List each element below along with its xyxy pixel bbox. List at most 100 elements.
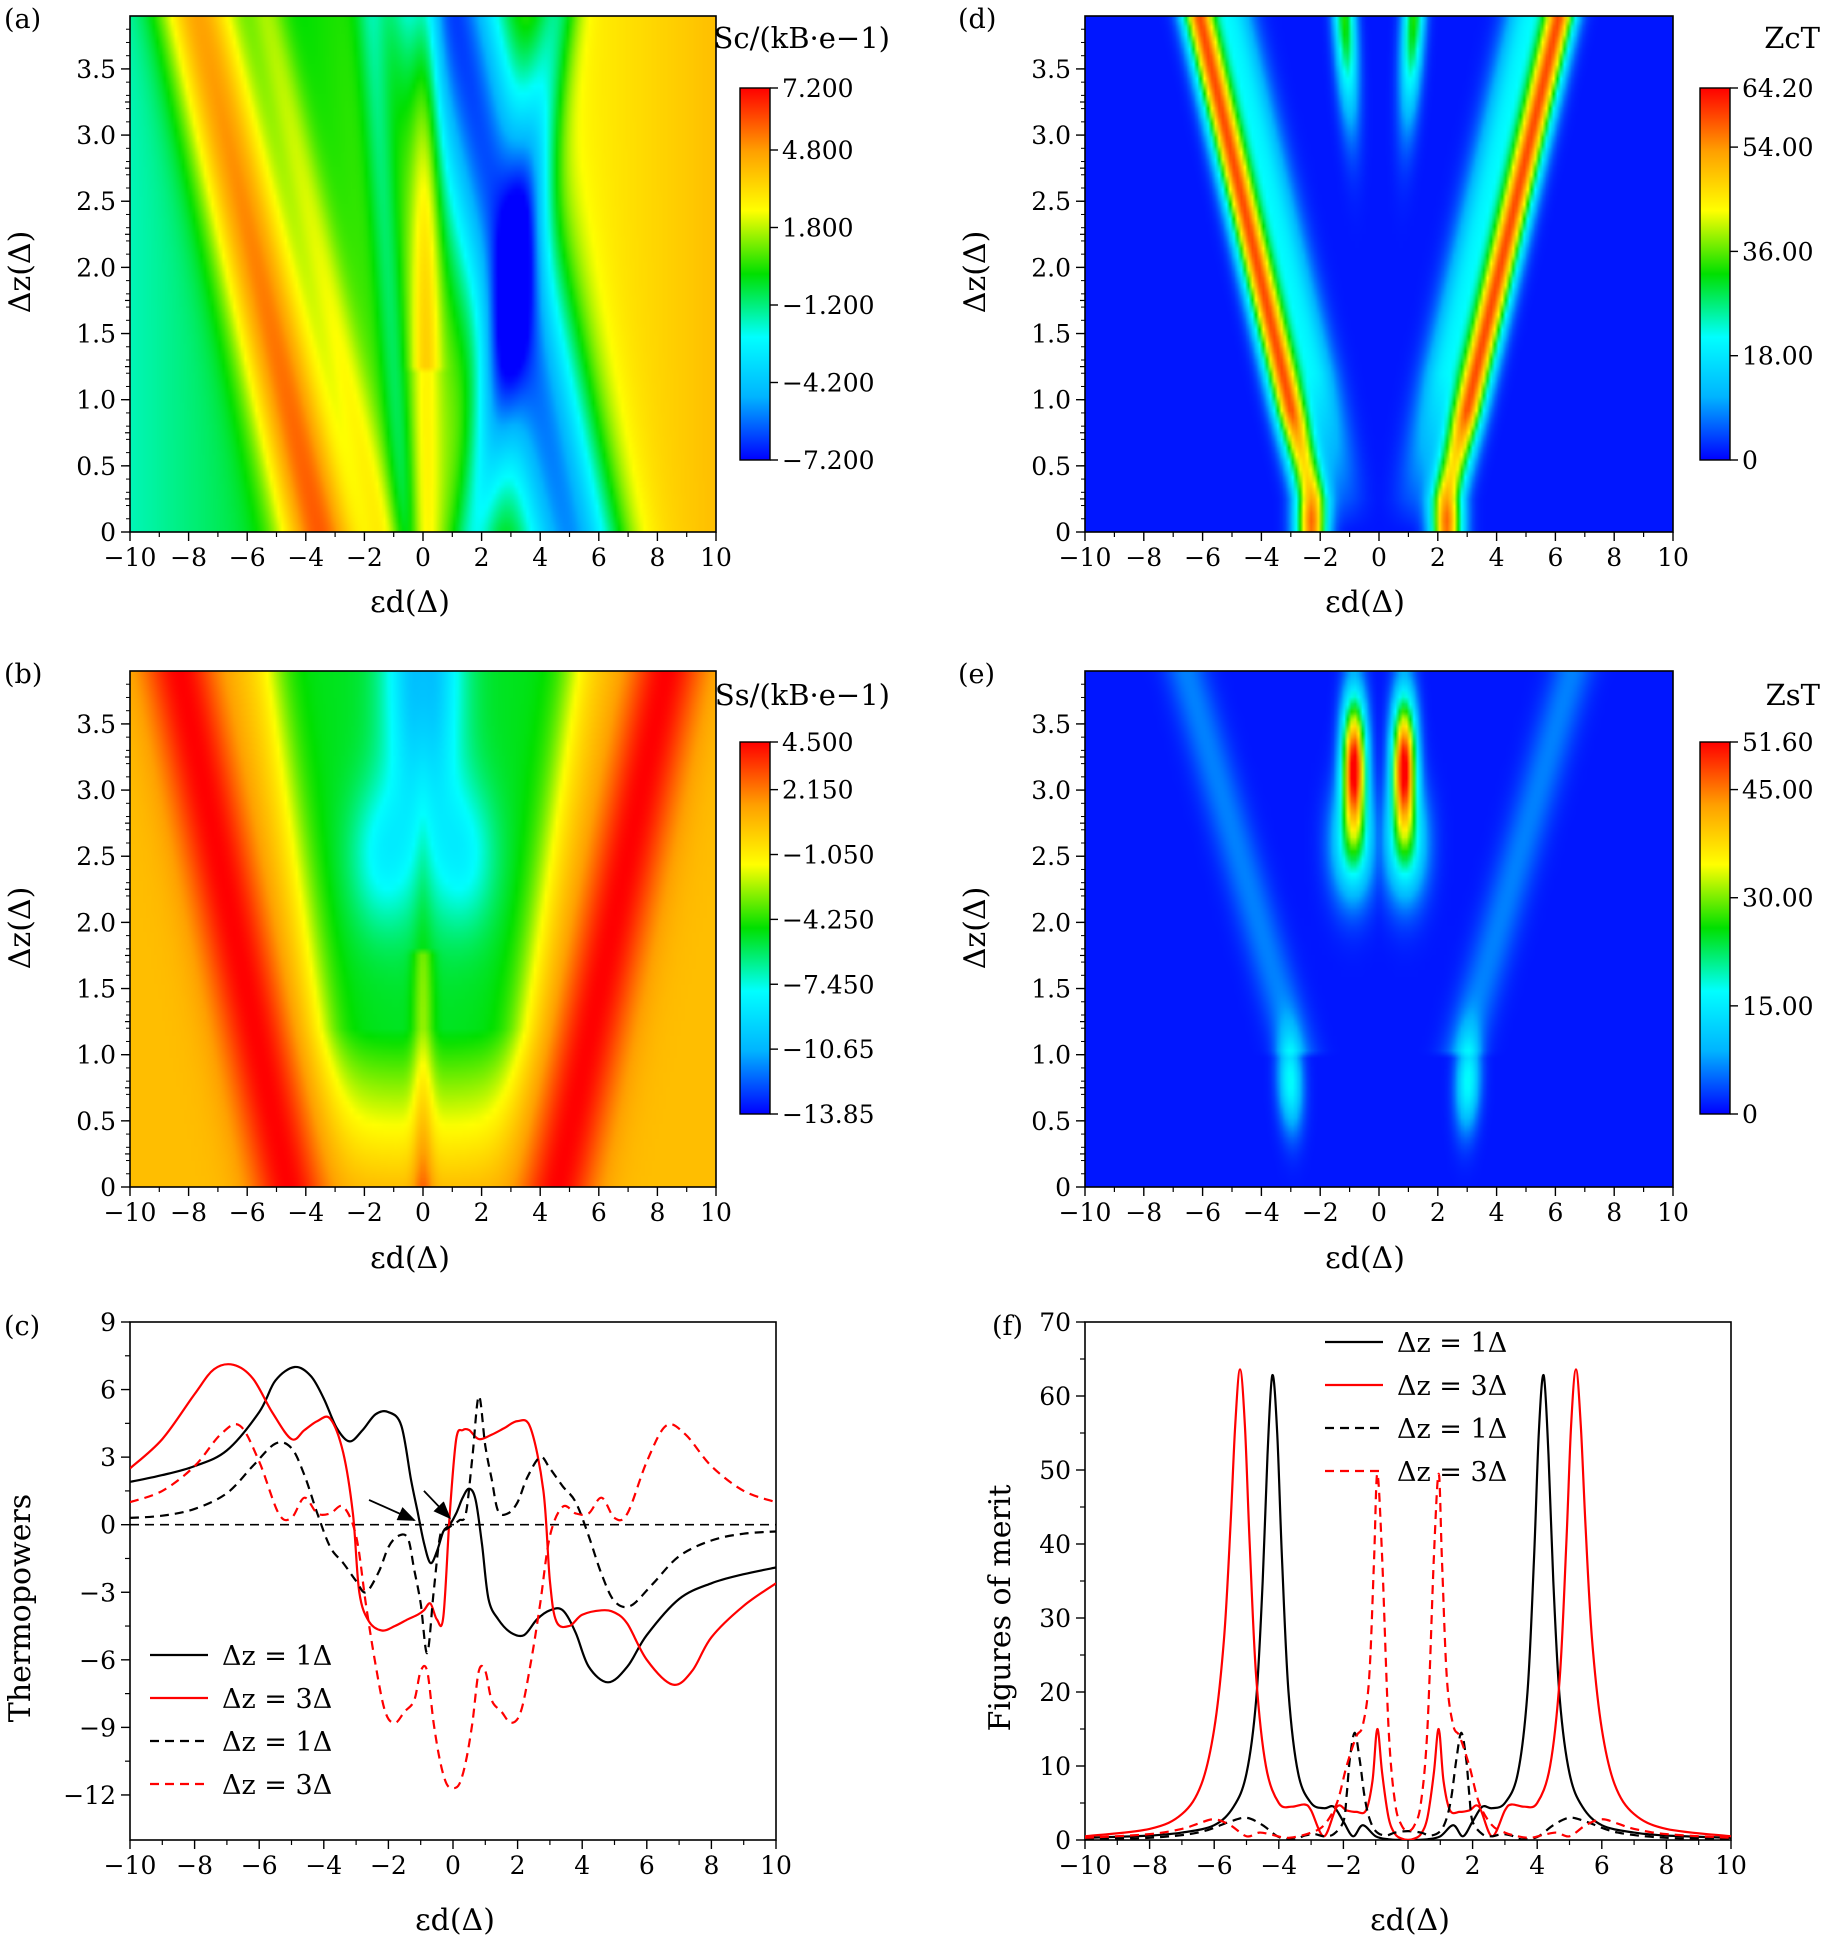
heatmap-panel-a: −10 −8 −6 −4 −2 0 2 4 6 8 10 0 0.5 1.0 1.5 2.0 2.5 3.0 3.5… — [76, 15, 875, 572]
y-tick-label-d: 0.5 — [1031, 452, 1071, 481]
legend-label-f-3: Δz = 3Δ — [1397, 1457, 1507, 1488]
x-tick-label-a: 0 — [415, 543, 431, 572]
y-tick-label-d: 3.5 — [1031, 55, 1071, 84]
x-tick-label-c: −6 — [241, 1851, 278, 1880]
x-tick-label-c: −8 — [176, 1851, 213, 1880]
heatmap-image-d — [1085, 16, 1673, 532]
colorbar-tick-label-e: 15.00 — [1742, 992, 1814, 1021]
y-tick-label-f: 50 — [1039, 1456, 1071, 1485]
x-tick-label-b: 8 — [649, 1198, 665, 1227]
y-tick-label-e: 2.0 — [1031, 908, 1071, 937]
colorbar-tick-label-b: −13.85 — [782, 1100, 875, 1129]
x-tick-label-a: −4 — [287, 543, 324, 572]
x-tick-label-d: 2 — [1430, 543, 1446, 572]
colorbar-tick-label-b: 2.150 — [782, 776, 854, 805]
y-tick-label-a: 3.5 — [76, 55, 116, 84]
y-tick-label-a: 0.5 — [76, 452, 116, 481]
y-tick-label-d: 2.0 — [1031, 253, 1071, 282]
y-tick-label-f: 20 — [1039, 1678, 1071, 1707]
y-tick-label-e: 0 — [1055, 1173, 1071, 1202]
x-tick-label-a: −8 — [170, 543, 207, 572]
colorbar-gradient-e — [1699, 741, 1731, 1115]
x-tick-label-b: −10 — [104, 1198, 157, 1227]
x-tick-label-d: 6 — [1547, 543, 1563, 572]
x-tick-label-b: 2 — [474, 1198, 490, 1227]
panel-label-c: (c) — [4, 1311, 40, 1342]
x-tick-label-d: −6 — [1184, 543, 1221, 572]
ylabel-a: Δz(Δ) — [3, 231, 38, 314]
plot-area-c — [130, 1363, 776, 1790]
ylabel-e: Δz(Δ) — [958, 887, 993, 970]
x-tick-label-c: 0 — [445, 1851, 461, 1880]
x-tick-label-f: 2 — [1465, 1851, 1481, 1880]
panel-label-e: (e) — [958, 659, 995, 690]
x-tick-label-e: 2 — [1430, 1198, 1446, 1227]
xlabel-c: εd(Δ) — [415, 1903, 495, 1938]
cbar-title-d: ZcT — [1764, 21, 1820, 55]
x-tick-label-a: 4 — [532, 543, 548, 572]
colorbar-tick-label-e: 45.00 — [1742, 776, 1814, 805]
panel-label-f: (f) — [992, 1311, 1023, 1342]
x-tick-label-a: 10 — [700, 543, 732, 572]
crossing-arrow-right — [423, 1490, 452, 1520]
plot-frame-c — [129, 1321, 777, 1841]
colorbar-tick-label-e: 0 — [1742, 1100, 1758, 1129]
x-tick-label-d: 8 — [1606, 543, 1622, 572]
y-tick-label-d: 3.0 — [1031, 121, 1071, 150]
y-tick-label-a: 0 — [100, 518, 116, 547]
x-tick-label-a: 8 — [649, 543, 665, 572]
ylabel-c: Thermopowers — [3, 1494, 38, 1722]
x-tick-label-d: 4 — [1489, 543, 1505, 572]
colorbar-tick-label-a: 1.800 — [782, 214, 854, 243]
xlabel-b: εd(Δ) — [370, 1241, 450, 1276]
colorbar-tick-label-d: 64.20 — [1742, 74, 1814, 103]
x-tick-label-f: 8 — [1658, 1851, 1674, 1880]
x-tick-label-c: 6 — [639, 1851, 655, 1880]
legend-label-f-0: Δz = 1Δ — [1397, 1328, 1507, 1359]
x-tick-label-b: −8 — [170, 1198, 207, 1227]
x-tick-label-f: 0 — [1400, 1851, 1416, 1880]
x-tick-label-c: 4 — [574, 1851, 590, 1880]
heatmap-image-e — [1085, 671, 1673, 1187]
y-tick-label-c: 6 — [100, 1376, 116, 1405]
y-tick-label-b: 1.0 — [76, 1041, 116, 1070]
x-tick-label-e: 6 — [1547, 1198, 1563, 1227]
panel-label-d: (d) — [958, 4, 996, 35]
heatmap-panel-d: −10 −8 −6 −4 −2 0 2 4 6 8 10 0 0.5 1.0 1.5 2.0 2.5 3.0 3.5… — [1031, 15, 1814, 572]
y-tick-label-b: 1.5 — [76, 975, 116, 1004]
x-tick-label-b: −4 — [287, 1198, 324, 1227]
x-tick-label-f: −4 — [1260, 1851, 1297, 1880]
y-tick-label-f: 60 — [1039, 1382, 1071, 1411]
crossing-arrow-left — [368, 1499, 416, 1522]
x-tick-label-c: −10 — [104, 1851, 157, 1880]
y-tick-label-f: 10 — [1039, 1752, 1071, 1781]
colorbar-e: 51.60 45.00 30.00 15.00 0 — [1699, 728, 1814, 1129]
legend-label-f-1: Δz = 3Δ — [1397, 1371, 1507, 1402]
x-tick-label-b: 6 — [591, 1198, 607, 1227]
y-tick-label-c: −9 — [79, 1713, 116, 1742]
y-tick-label-e: 3.0 — [1031, 776, 1071, 805]
x-tick-label-e: −10 — [1059, 1198, 1112, 1227]
x-tick-label-d: 10 — [1657, 543, 1689, 572]
colorbar-tick-label-b: −1.050 — [782, 841, 875, 870]
x-tick-label-e: −8 — [1125, 1198, 1162, 1227]
y-tick-label-c: −12 — [63, 1781, 116, 1810]
x-tick-label-f: −6 — [1196, 1851, 1233, 1880]
x-tick-label-f: 10 — [1715, 1851, 1747, 1880]
x-tick-label-b: −6 — [229, 1198, 266, 1227]
x-tick-label-b: −2 — [346, 1198, 383, 1227]
legend-label-f-2: Δz = 1Δ — [1397, 1414, 1507, 1445]
y-tick-label-e: 1.0 — [1031, 1041, 1071, 1070]
y-tick-label-c: 9 — [100, 1308, 116, 1337]
y-tick-label-b: 0 — [100, 1173, 116, 1202]
x-tick-label-a: −2 — [346, 543, 383, 572]
x-tick-label-a: 2 — [474, 543, 490, 572]
colorbar-tick-label-d: 18.00 — [1742, 342, 1814, 371]
colorbar-gradient-b — [739, 741, 771, 1115]
x-tick-label-c: 2 — [510, 1851, 526, 1880]
x-tick-label-c: −4 — [305, 1851, 342, 1880]
x-tick-label-e: 10 — [1657, 1198, 1689, 1227]
xlabel-a: εd(Δ) — [370, 585, 450, 620]
xlabel-d: εd(Δ) — [1325, 585, 1405, 620]
